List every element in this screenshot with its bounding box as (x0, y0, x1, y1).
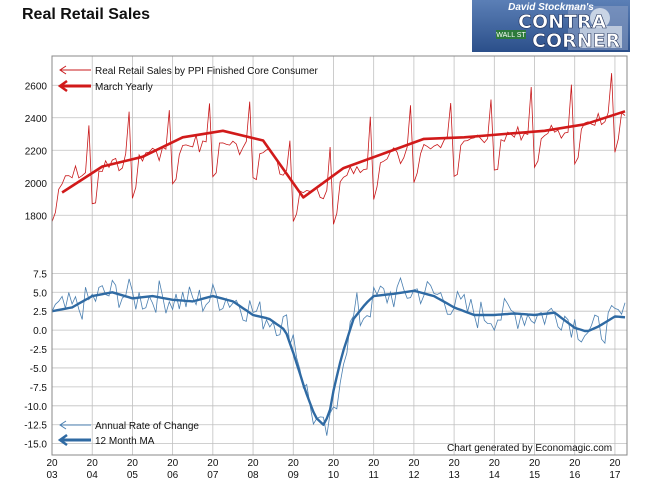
chart-credit: Chart generated by Economagic.com (447, 443, 612, 454)
x-tick-label: 08 (247, 470, 259, 481)
x-tick-label: 17 (609, 470, 621, 481)
x-tick-label: 07 (207, 470, 219, 481)
contra-corner-logo: WALL ST David Stockman's CONTRA CORNER (472, 0, 630, 52)
x-tick-label: 10 (328, 470, 340, 481)
logo-byline: David Stockman's (508, 2, 594, 13)
y-tick-label: 2400 (25, 114, 48, 125)
annual-rate-line (51, 276, 626, 436)
y-tick-label: -10.0 (24, 402, 47, 413)
logo-contra: CONTRA (518, 11, 607, 33)
y-tick-label: -5.0 (30, 364, 48, 375)
series-12-month-ma (51, 289, 626, 426)
x-tick-label: 20 (569, 458, 581, 469)
x-tick-label: 12 (408, 470, 420, 481)
legend-arrow-icon (59, 420, 67, 430)
series-annual-rate-of-change (51, 276, 626, 436)
x-tick-label: 20 (207, 458, 219, 469)
y-tick-label: -7.5 (30, 383, 48, 394)
x-tick-label: 20 (247, 458, 259, 469)
ma-line (51, 289, 626, 426)
y-tick-label: 0.0 (33, 326, 47, 337)
top-panel-grid (52, 84, 627, 445)
x-tick-label: 20 (368, 458, 380, 469)
retail-sales-line (51, 73, 626, 225)
x-tick-label: 20 (328, 458, 340, 469)
y-tick-labels: 1800 2000 2200 2400 2600 -15.0 -12.5 -10.0 -7.5 -… (24, 81, 47, 450)
x-tick-label: 14 (489, 470, 501, 481)
x-tick-label: 06 (167, 470, 179, 481)
x-tick-label: 20 (529, 458, 541, 469)
x-tick-label: 09 (288, 470, 300, 481)
x-tick-label: 05 (127, 470, 139, 481)
march-yearly-line (61, 110, 626, 199)
x-tick-label: 20 (489, 458, 501, 469)
x-tick-label: 04 (87, 470, 99, 481)
y-tick-label: 2200 (25, 146, 48, 157)
wall-st-sign-icon (496, 30, 526, 39)
y-tick-label: 2.5 (33, 307, 47, 318)
legend-label-yearly: March Yearly (95, 82, 153, 93)
x-tick-label: 20 (167, 458, 179, 469)
x-tick-label: 13 (449, 470, 461, 481)
series-real-retail-sales (51, 73, 626, 225)
legends: Real Retail Sales by PPI Finished Core C… (57, 65, 319, 447)
y-tick-label: 7.5 (33, 269, 47, 280)
chart-title: Real Retail Sales (22, 6, 151, 23)
x-tick-label: 20 (87, 458, 99, 469)
x-tick-label: 20 (46, 458, 58, 469)
legend-label-rate: Annual Rate of Change (95, 421, 199, 432)
legend-label-ma: 12 Month MA (95, 436, 155, 447)
logo-sign-text: WALL ST (496, 32, 526, 39)
legend-arrow-icon (59, 65, 67, 75)
x-tick-label: 03 (46, 470, 58, 481)
logo-corner: CORNER (532, 30, 621, 52)
x-tick-labels: 2003200420052006200720082009201020112012… (46, 458, 620, 481)
y-tick-label: 1800 (25, 211, 48, 222)
vertical-grid (51, 56, 616, 455)
x-tick-label: 20 (449, 458, 461, 469)
x-tick-label: 20 (408, 458, 420, 469)
y-tick-label: 2600 (25, 81, 48, 92)
x-tick-label: 15 (529, 470, 541, 481)
y-tick-label: 5.0 (33, 288, 47, 299)
x-tick-label: 20 (127, 458, 139, 469)
x-tick-label: 16 (569, 470, 581, 481)
plot-frame (51, 55, 628, 456)
x-tick-label: 20 (288, 458, 300, 469)
y-tick-label: -15.0 (24, 440, 47, 451)
y-tick-label: -12.5 (24, 421, 47, 432)
x-tick-label: 20 (609, 458, 621, 469)
legend-label-retail: Real Retail Sales by PPI Finished Core C… (95, 66, 319, 77)
y-tick-label: 2000 (25, 179, 48, 190)
y-tick-label: -2.5 (30, 345, 48, 356)
legend-arrow-icon (57, 433, 68, 447)
legend-arrow-icon (57, 79, 68, 93)
x-tick-label: 11 (368, 470, 379, 481)
series-march-yearly (61, 110, 626, 199)
